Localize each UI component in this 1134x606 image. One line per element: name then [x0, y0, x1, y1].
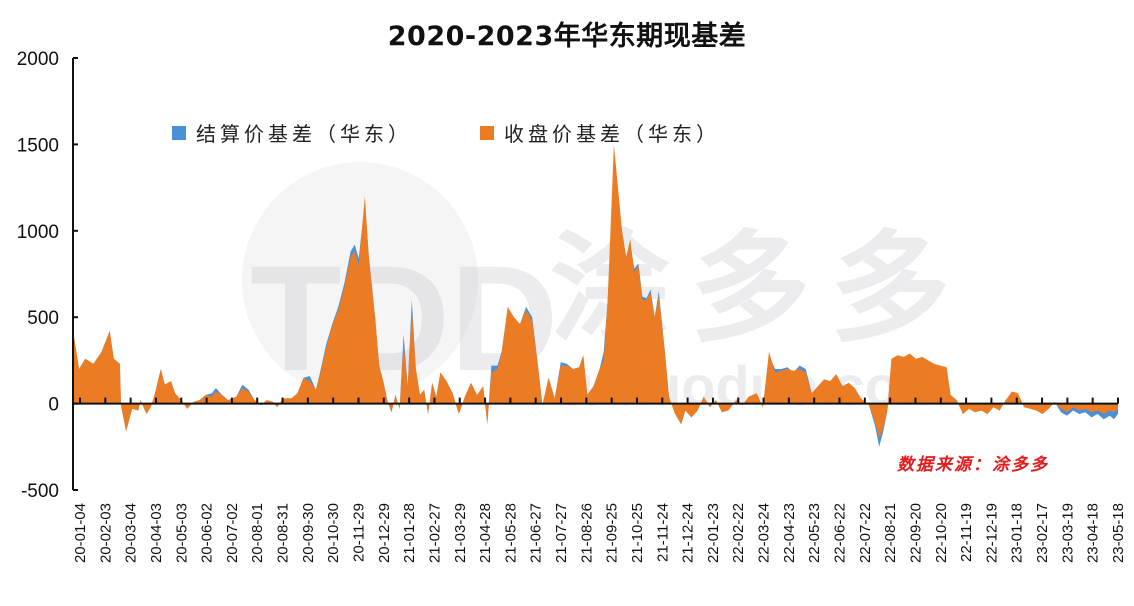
x-tick-label: 22-11-19 [958, 503, 975, 562]
legend-swatch-orange [480, 125, 494, 140]
x-tick-label: 21-02-27 [426, 503, 443, 563]
x-tick-label: 20-09-30 [300, 503, 317, 563]
legend-swatch-blue [172, 125, 186, 140]
x-tick-label: 20-11-29 [350, 503, 367, 562]
legend-item-close: 收盘价基差（华东） [480, 118, 720, 147]
x-tick-label: 23-02-17 [1034, 503, 1051, 563]
x-tick-label: 20-03-04 [123, 503, 140, 563]
x-tick-label: 20-12-29 [376, 503, 393, 563]
legend-label: 收盘价基差（华东） [504, 122, 720, 146]
x-tick-label: 22-10-20 [933, 503, 950, 563]
x-tick-label: 22-09-20 [907, 503, 924, 563]
x-tick-label: 21-12-24 [680, 503, 697, 563]
x-tick-label: 21-11-24 [654, 503, 671, 562]
x-tick-label: 22-04-23 [781, 503, 798, 563]
x-tick-label: 22-03-24 [756, 503, 773, 563]
x-tick-label: 21-03-29 [452, 503, 469, 563]
axes: 2000 1500 1000 500 0 -500 20-01-04 20-02-03 20-0… [17, 49, 1127, 563]
x-tick-label: 20-10-30 [325, 503, 342, 563]
x-tick-label: 23-05-18 [1110, 503, 1127, 563]
x-tick-label: 21-05-28 [502, 503, 519, 563]
x-tick-label: 22-05-23 [806, 503, 823, 563]
x-tick-label: 22-01-23 [705, 503, 722, 563]
x-tick-label: 22-07-22 [857, 503, 874, 563]
y-tick-label: 500 [27, 308, 59, 329]
y-tick-label: 1000 [17, 222, 59, 243]
x-tick-label: 20-06-02 [199, 503, 216, 563]
y-tick-label: 2000 [17, 49, 59, 70]
x-tick-label: 21-08-26 [578, 503, 595, 563]
close-basis-area [73, 144, 1118, 439]
x-tick-label: 20-07-02 [224, 503, 241, 563]
x-tick-label: 22-08-21 [882, 503, 899, 563]
x-tick-label: 21-09-25 [604, 503, 621, 563]
x-tick-label: 21-07-27 [553, 503, 570, 563]
x-tick-label: 21-06-27 [528, 503, 545, 563]
y-tick-label: -500 [21, 481, 59, 502]
x-tick-label: 20-08-31 [275, 503, 292, 563]
x-tick-label: 23-01-18 [1009, 503, 1026, 563]
y-tick-label: 0 [48, 395, 59, 416]
x-tick-label: 20-02-03 [97, 503, 114, 563]
legend-label: 结算价基差（华东） [196, 122, 412, 146]
series-areas [73, 144, 1118, 447]
x-tick-label: 20-04-03 [148, 503, 165, 563]
y-tick-label: 1500 [17, 135, 59, 156]
x-tick-label: 23-04-18 [1085, 503, 1102, 563]
x-tick-label: 21-10-25 [629, 503, 646, 563]
x-tick-label: 22-02-22 [730, 503, 747, 563]
chart-title: 2020-2023年华东期现基差 [387, 21, 747, 52]
x-tick-label: 22-06-22 [832, 503, 849, 563]
source-note: 数据来源：涂多多 [897, 455, 1049, 475]
legend-item-settlement: 结算价基差（华东） [172, 118, 412, 147]
x-tick-label: 20-08-01 [249, 503, 266, 563]
x-tick-label: 20-01-04 [72, 503, 89, 563]
x-tick-label: 21-04-28 [477, 503, 494, 563]
legend: 结算价基差（华东） 收盘价基差（华东） [172, 118, 720, 147]
x-tick-label: 20-05-03 [173, 503, 190, 563]
x-tick-label: 21-01-28 [401, 503, 418, 563]
x-tick-label: 22-12-19 [983, 503, 1000, 563]
x-tick-label: 23-03-19 [1059, 503, 1076, 563]
